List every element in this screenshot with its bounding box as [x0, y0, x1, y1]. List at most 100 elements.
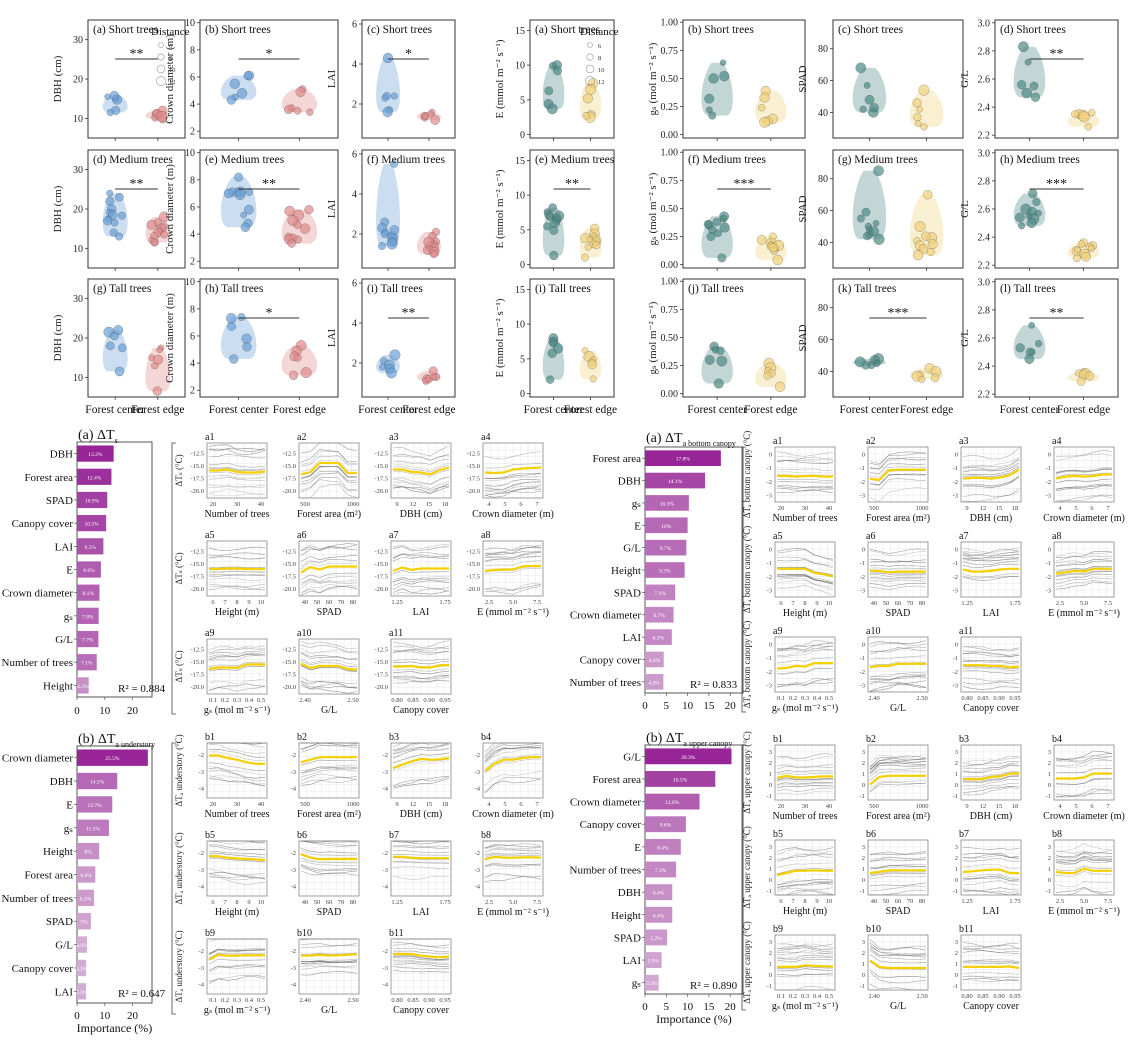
- importance-bar: [645, 771, 716, 787]
- y-axis-label: SPAD: [797, 65, 809, 92]
- y-tick-label: 40: [818, 238, 828, 249]
- y-tick-label: -1: [1046, 465, 1051, 472]
- ice-line: [1055, 495, 1113, 503]
- x-category-label: Forest center: [85, 404, 145, 416]
- y-tick-label: 1: [862, 866, 865, 873]
- ice-line: [485, 462, 542, 469]
- y-tick-label: 2: [769, 950, 772, 957]
- data-point: [245, 188, 254, 196]
- ice-line: [869, 864, 927, 868]
- ice-line: [208, 583, 266, 588]
- pdp-mean-line: [777, 567, 834, 578]
- legend-size-label: 10: [169, 67, 176, 74]
- ice-line: [484, 481, 542, 491]
- y-tick-label: 1: [955, 771, 958, 778]
- x-category-label: Forest edge: [273, 404, 326, 416]
- x-tick-label: 0.95: [1009, 993, 1020, 1000]
- data-point: [227, 322, 237, 331]
- data-point: [863, 81, 871, 89]
- ice-line: [392, 453, 450, 461]
- ice-line: [484, 586, 542, 595]
- y-tick-label: -20.0: [190, 488, 204, 495]
- y-tick-label: 8: [190, 45, 195, 56]
- x-tick-label: 18: [442, 801, 449, 808]
- y-tick-label: 2.8: [978, 305, 991, 316]
- ice-line: [392, 969, 450, 973]
- feature-label: gₛ: [632, 978, 642, 990]
- legend-size-label: 12: [169, 79, 176, 86]
- feature-label: Canopy cover: [12, 963, 74, 975]
- y-tick-label: 40: [818, 367, 828, 378]
- x-tick-label: 5.0: [1080, 898, 1088, 905]
- r-squared-label: R² = 0.833: [690, 679, 738, 691]
- ice-line: [208, 685, 266, 692]
- x-tick-label: 10: [258, 599, 265, 606]
- importance-bar: [77, 913, 91, 930]
- data-point: [114, 366, 125, 377]
- y-tick-label: -1: [953, 465, 958, 472]
- data-point: [243, 71, 253, 80]
- ice-line: [300, 864, 358, 872]
- ice-line: [869, 949, 927, 958]
- ice-line: [962, 783, 1020, 790]
- y-tick-label: -15.0: [374, 463, 388, 470]
- ice-line: [869, 574, 926, 577]
- y-tick-label: 3: [769, 749, 772, 756]
- data-point: [582, 93, 593, 104]
- data-point: [548, 203, 557, 212]
- importance-bar: [77, 445, 114, 462]
- x-tick-label: 10: [826, 898, 833, 905]
- ice-line: [484, 846, 542, 850]
- ice-line: [392, 747, 450, 759]
- ice-line: [208, 869, 266, 876]
- y-tick-label: -12.5: [466, 451, 480, 458]
- bar-value-label: 9.5%: [84, 545, 96, 551]
- y-tick-label: 2: [769, 855, 772, 862]
- feature-label: Height: [43, 846, 73, 858]
- data-point: [378, 242, 386, 250]
- data-point: [229, 78, 240, 89]
- ice-line: [209, 571, 266, 573]
- x-axis-label: Forest area (m²): [297, 809, 361, 820]
- x-tick-label: 30: [802, 803, 809, 810]
- plot-frame: [390, 638, 452, 695]
- data-point: [288, 370, 299, 380]
- y-tick-label: -3: [953, 588, 958, 595]
- ice-line: [962, 889, 1020, 893]
- y-tick-label: 4: [190, 230, 195, 241]
- x-tick-label: 30: [234, 501, 241, 508]
- x-tick-label: 1000: [916, 803, 929, 810]
- x-axis-label: SPAD: [317, 607, 342, 618]
- panel-id: a5: [773, 531, 782, 542]
- ice-line: [962, 950, 1020, 955]
- ice-line: [776, 647, 834, 657]
- panel-title: (a) Short trees: [535, 24, 601, 36]
- y-tick-label: 0.00: [661, 389, 679, 400]
- ice-line: [776, 862, 834, 868]
- x-tick-label: 0.95: [1009, 695, 1020, 702]
- data-point: [704, 93, 715, 104]
- data-point: [706, 231, 716, 242]
- y-tick-label: -1: [767, 793, 772, 800]
- data-point: [430, 115, 440, 125]
- data-point: [160, 230, 168, 239]
- r-squared-label: R² = 0.890: [690, 980, 738, 992]
- feature-label: Height: [43, 680, 73, 692]
- panel-id: b5: [773, 829, 783, 840]
- panel-id: b8: [1052, 829, 1062, 840]
- data-point: [864, 94, 875, 105]
- x-tick-label: 20: [210, 501, 217, 508]
- ice-line: [962, 667, 1020, 672]
- ice-line: [869, 582, 927, 587]
- x-tick-label: 9: [815, 898, 818, 905]
- x-tick-label: 1000: [347, 801, 360, 808]
- ice-line: [392, 744, 450, 755]
